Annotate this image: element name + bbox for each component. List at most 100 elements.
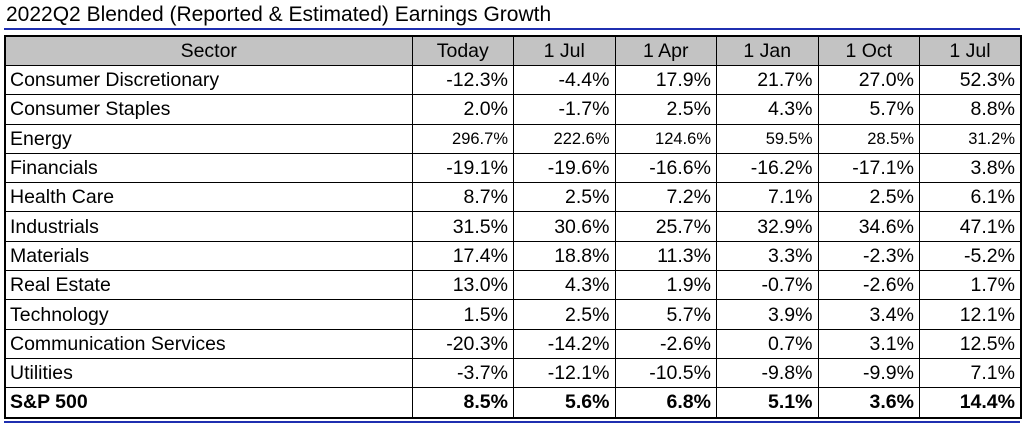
value-cell: 5.1% bbox=[716, 387, 819, 419]
value-cell: 1.7% bbox=[919, 270, 1022, 301]
table-row: Communication Services -20.3% -14.2% -2.6% 0… bbox=[4, 328, 1022, 359]
value-cell: 3.3% bbox=[716, 240, 819, 272]
value-cell: 31.2% bbox=[919, 123, 1022, 154]
value-cell: 3.6% bbox=[817, 387, 920, 419]
value-cell: 7.2% bbox=[614, 182, 717, 213]
sector-cell: Health Care bbox=[4, 182, 413, 213]
value-cell: -14.2% bbox=[513, 328, 616, 359]
table-row: Consumer Discretionary -12.3% -4.4% 17.9% 21… bbox=[4, 64, 1022, 96]
table-row: Technology 1.5% 2.5% 5.7% 3.9% 3.4% 12.1% bbox=[4, 299, 1022, 330]
sector-cell: Real Estate bbox=[4, 270, 413, 301]
value-cell: 5.7% bbox=[817, 94, 920, 125]
sector-cell: Consumer Staples bbox=[4, 94, 413, 125]
value-cell: 2.5% bbox=[513, 299, 616, 330]
value-cell: 1.5% bbox=[411, 299, 514, 330]
table-title: 2022Q2 Blended (Reported & Estimated) Ea… bbox=[6, 3, 552, 26]
value-cell: 32.9% bbox=[716, 211, 819, 242]
column-header-1-apr: 1 Apr bbox=[614, 35, 717, 66]
value-cell: -5.2% bbox=[919, 240, 1022, 272]
value-cell: 27.0% bbox=[817, 64, 920, 96]
value-cell: 30.6% bbox=[513, 211, 616, 242]
column-header-1-oct: 1 Oct bbox=[817, 35, 920, 66]
column-header-1-jul-2022: 1 Jul bbox=[513, 35, 616, 66]
table-row: Real Estate 13.0% 4.3% 1.9% -0.7% -2.6% 1.7% bbox=[4, 270, 1022, 301]
value-cell: -16.6% bbox=[614, 152, 717, 184]
sector-cell: Consumer Discretionary bbox=[4, 64, 413, 96]
sector-cell: Materials bbox=[4, 240, 413, 272]
column-header-sector: Sector bbox=[4, 35, 413, 66]
value-cell: -17.1% bbox=[817, 152, 920, 184]
value-cell: 12.5% bbox=[919, 328, 1022, 359]
value-cell: -9.9% bbox=[817, 357, 920, 389]
value-cell: -1.7% bbox=[513, 94, 616, 125]
value-cell: 21.7% bbox=[716, 64, 819, 96]
value-cell: 6.8% bbox=[614, 387, 717, 419]
total-row: S&P 500 8.5% 5.6% 6.8% 5.1% 3.6% 14.4% bbox=[4, 387, 1022, 419]
value-cell: 6.1% bbox=[919, 182, 1022, 213]
sector-cell: Technology bbox=[4, 299, 413, 330]
value-cell: -12.3% bbox=[411, 64, 514, 96]
value-cell: 3.4% bbox=[817, 299, 920, 330]
table-row: Energy 296.7% 222.6% 124.6% 59.5% 28.5% 31.2% bbox=[4, 123, 1022, 154]
value-cell: 2.0% bbox=[411, 94, 514, 125]
table-bottom-rule bbox=[4, 421, 1020, 423]
value-cell: 18.8% bbox=[513, 240, 616, 272]
value-cell: 17.4% bbox=[411, 240, 514, 272]
value-cell: -19.1% bbox=[411, 152, 514, 184]
value-cell: 13.0% bbox=[411, 270, 514, 301]
value-cell: -4.4% bbox=[513, 64, 616, 96]
earnings-growth-table: Sector Today 1 Jul 1 Apr 1 Jan 1 Oct 1 J… bbox=[4, 35, 1022, 419]
value-cell: 1.9% bbox=[614, 270, 717, 301]
value-cell: 0.7% bbox=[716, 328, 819, 359]
value-cell: 11.3% bbox=[614, 240, 717, 272]
value-cell: 8.5% bbox=[411, 387, 514, 419]
table-row: Materials 17.4% 18.8% 11.3% 3.3% -2.3% -5.2% bbox=[4, 240, 1022, 272]
value-cell: 124.6% bbox=[614, 123, 717, 154]
value-cell: 14.4% bbox=[919, 387, 1022, 419]
value-cell: 3.8% bbox=[919, 152, 1022, 184]
value-cell: 8.8% bbox=[919, 94, 1022, 125]
value-cell: 28.5% bbox=[817, 123, 920, 154]
value-cell: 31.5% bbox=[411, 211, 514, 242]
value-cell: 59.5% bbox=[716, 123, 819, 154]
value-cell: 7.1% bbox=[919, 357, 1022, 389]
value-cell: 3.1% bbox=[817, 328, 920, 359]
table-row: Industrials 31.5% 30.6% 25.7% 32.9% 34.6% 47.1… bbox=[4, 211, 1022, 242]
value-cell: 4.3% bbox=[513, 270, 616, 301]
table-row: Health Care 8.7% 2.5% 7.2% 7.1% 2.5% 6.1% bbox=[4, 182, 1022, 213]
column-header-1-jan: 1 Jan bbox=[716, 35, 819, 66]
value-cell: -12.1% bbox=[513, 357, 616, 389]
header-row: Sector Today 1 Jul 1 Apr 1 Jan 1 Oct 1 J… bbox=[4, 35, 1022, 66]
column-header-today: Today bbox=[411, 35, 514, 66]
title-underline bbox=[4, 28, 1020, 30]
sector-cell: S&P 500 bbox=[4, 387, 413, 419]
table-row: Consumer Staples 2.0% -1.7% 2.5% 4.3% 5.7% 8.8… bbox=[4, 94, 1022, 125]
column-header-1-jul-2021: 1 Jul bbox=[919, 35, 1022, 66]
value-cell: 5.7% bbox=[614, 299, 717, 330]
sector-cell: Financials bbox=[4, 152, 413, 184]
sector-cell: Utilities bbox=[4, 357, 413, 389]
value-cell: 2.5% bbox=[817, 182, 920, 213]
value-cell: -3.7% bbox=[411, 357, 514, 389]
value-cell: 2.5% bbox=[513, 182, 616, 213]
value-cell: 34.6% bbox=[817, 211, 920, 242]
value-cell: 3.9% bbox=[716, 299, 819, 330]
value-cell: -2.6% bbox=[817, 270, 920, 301]
value-cell: 5.6% bbox=[513, 387, 616, 419]
value-cell: -20.3% bbox=[411, 328, 514, 359]
value-cell: 7.1% bbox=[716, 182, 819, 213]
value-cell: 47.1% bbox=[919, 211, 1022, 242]
value-cell: 8.7% bbox=[411, 182, 514, 213]
value-cell: 12.1% bbox=[919, 299, 1022, 330]
value-cell: 25.7% bbox=[614, 211, 717, 242]
sector-cell: Industrials bbox=[4, 211, 413, 242]
value-cell: 2.5% bbox=[614, 94, 717, 125]
value-cell: 296.7% bbox=[411, 123, 514, 154]
value-cell: 4.3% bbox=[716, 94, 819, 125]
sector-cell: Energy bbox=[4, 123, 413, 154]
value-cell: -0.7% bbox=[716, 270, 819, 301]
value-cell: -2.6% bbox=[614, 328, 717, 359]
value-cell: -16.2% bbox=[716, 152, 819, 184]
table-row: Utilities -3.7% -12.1% -10.5% -9.8% -9.9% 7.1% bbox=[4, 357, 1022, 389]
value-cell: -10.5% bbox=[614, 357, 717, 389]
